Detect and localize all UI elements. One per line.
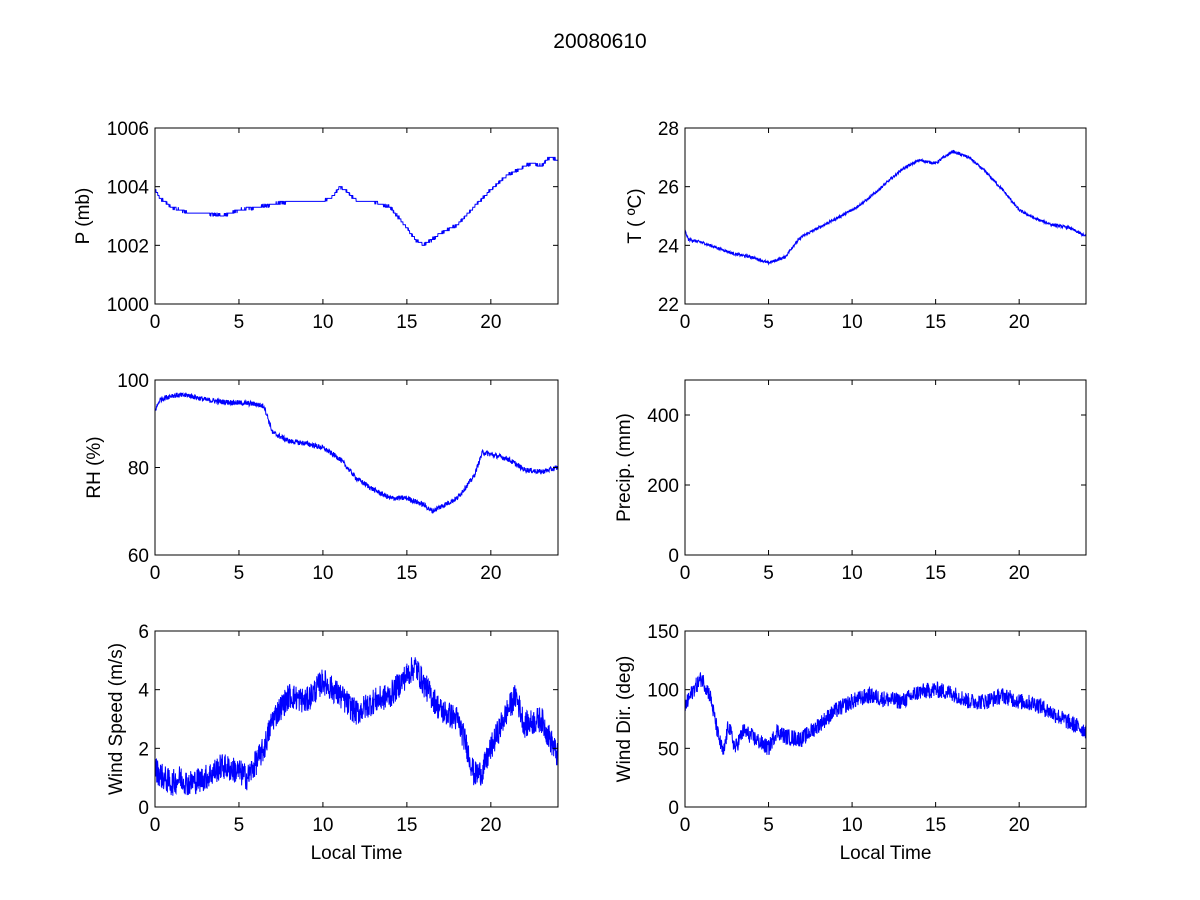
- y-tick-label: 0: [668, 798, 679, 819]
- x-tick-label: 20: [480, 312, 501, 333]
- y-tick-label: 1002: [107, 236, 149, 257]
- axes-box: [684, 379, 1087, 556]
- data-line-series-1: [155, 156, 558, 246]
- axes-box: [154, 127, 559, 305]
- x-tick-label: 5: [234, 815, 245, 836]
- data-line-series-1: [685, 149, 1086, 266]
- x-tick-label: 0: [680, 312, 691, 333]
- data-line-series-1: [155, 657, 558, 796]
- x-tick-label: 20: [1009, 815, 1030, 836]
- x-tick-label: 5: [763, 563, 774, 584]
- x-tick-label: 10: [312, 312, 333, 333]
- x-tick-label: 15: [925, 815, 946, 836]
- x-tick-label: 20: [480, 563, 501, 584]
- axes-box: [154, 630, 559, 808]
- x-tick-label: 10: [842, 563, 863, 584]
- y-tick-label: 1000: [107, 295, 149, 316]
- x-tick-label: 10: [312, 563, 333, 584]
- y-tick-label: 4: [138, 681, 149, 702]
- x-tick-label: 10: [312, 815, 333, 836]
- subplot-5: 0 5 10 15 20 0 2 4 6 Wind Speed (m/s) Local Time: [106, 622, 559, 864]
- x-tick-label: 0: [680, 815, 691, 836]
- x-tick-label: 10: [842, 815, 863, 836]
- axes-box: [684, 127, 1087, 305]
- x-tick-label: 10: [842, 312, 863, 333]
- y-tick-label: 1004: [107, 178, 150, 199]
- axes-box: [154, 379, 559, 556]
- y-axis-label: Wind Speed (m/s): [106, 643, 127, 795]
- y-tick-label: 26: [658, 178, 679, 199]
- x-tick-label: 5: [234, 563, 245, 584]
- y-tick-label: 200: [647, 476, 679, 497]
- figure-title: 20080610: [553, 30, 647, 53]
- x-tick-label: 15: [396, 563, 417, 584]
- y-tick-label: 6: [138, 622, 149, 643]
- x-tick-label: 0: [150, 563, 161, 584]
- subplot-2: 0 5 10 15 20 22 24 26 28 T ( ºC): [625, 119, 1087, 333]
- y-tick-label: 100: [647, 681, 679, 702]
- x-tick-label: 20: [1009, 563, 1030, 584]
- x-tick-label: 0: [150, 815, 161, 836]
- y-tick-label: 0: [138, 798, 149, 819]
- x-tick-label: 15: [396, 815, 417, 836]
- x-tick-label: 0: [150, 312, 161, 333]
- y-tick-label: 50: [658, 739, 679, 760]
- x-axis-label: Local Time: [311, 843, 403, 864]
- y-axis-label: Wind Dir. (deg): [614, 656, 635, 783]
- x-tick-label: 5: [763, 312, 774, 333]
- y-tick-label: 22: [658, 295, 679, 316]
- x-tick-label: 5: [234, 312, 245, 333]
- y-tick-label: 150: [647, 622, 679, 643]
- x-tick-label: 20: [480, 815, 501, 836]
- y-axis-label: T ( ºC): [625, 188, 646, 243]
- x-tick-label: 15: [925, 563, 946, 584]
- data-line-series-1: [155, 392, 558, 514]
- x-axis-label: Local Time: [840, 843, 932, 864]
- y-tick-label: 0: [668, 546, 679, 567]
- y-tick-label: 28: [658, 119, 679, 140]
- y-tick-label: 400: [647, 406, 679, 427]
- x-tick-label: 20: [1009, 312, 1030, 333]
- x-tick-label: 15: [925, 312, 946, 333]
- y-axis-label: P (mb): [73, 188, 94, 245]
- y-tick-label: 60: [128, 546, 149, 567]
- y-tick-label: 24: [658, 236, 680, 257]
- axes-box: [684, 630, 1087, 808]
- x-tick-label: 0: [680, 563, 691, 584]
- subplot-3: 0 5 10 15 20 60 80 100 RH (%): [84, 371, 559, 584]
- y-axis-label: Precip. (mm): [614, 413, 635, 522]
- subplot-1: 0 5 10 15 20 1000 1002 1004 1006 P (mb): [73, 119, 559, 333]
- y-axis-label: RH (%): [84, 436, 105, 498]
- x-tick-label: 15: [396, 312, 417, 333]
- data-line-series-1: [685, 672, 1086, 756]
- y-tick-label: 1006: [107, 119, 149, 140]
- x-tick-label: 5: [763, 815, 774, 836]
- y-tick-label: 100: [117, 371, 149, 392]
- y-tick-label: 80: [128, 459, 149, 480]
- subplot-6: 0 5 10 15 20 0 50 100 150 Wind Dir. (deg) Local Ti…: [614, 622, 1087, 864]
- y-tick-label: 2: [138, 739, 149, 760]
